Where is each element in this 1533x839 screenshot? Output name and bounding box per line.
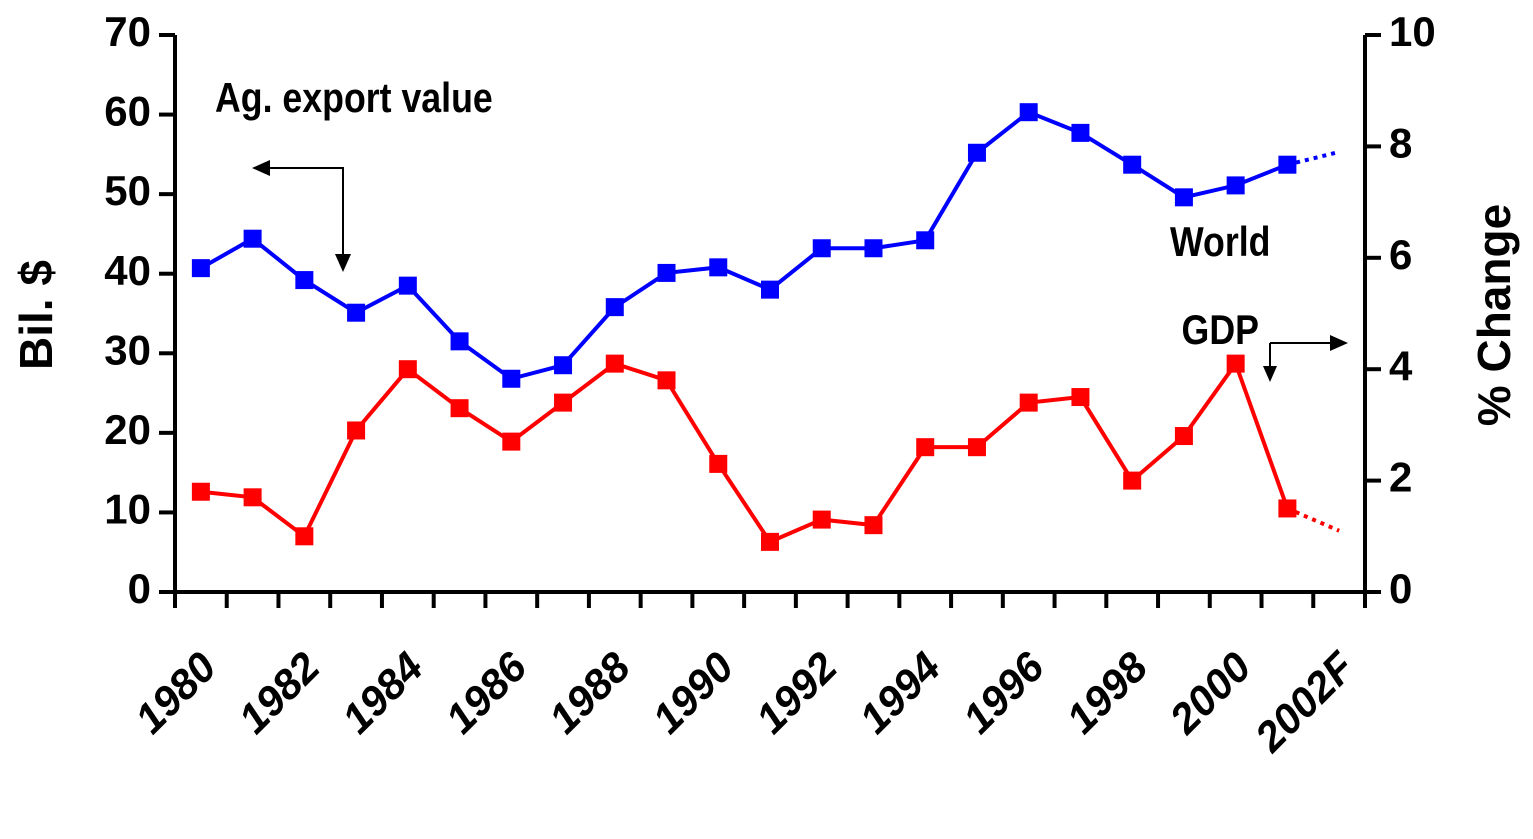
marker	[967, 438, 986, 457]
marker	[605, 298, 624, 317]
y-tick-label: 0	[128, 565, 151, 612]
y-tick-label: 30	[104, 326, 151, 373]
marker	[191, 259, 210, 278]
marker	[1019, 103, 1038, 122]
marker	[398, 276, 417, 295]
x-tick-label: 1994	[850, 643, 949, 742]
x-tick-label: 1996	[954, 643, 1054, 743]
x-tick-label: 2002F	[1245, 642, 1364, 761]
marker	[709, 454, 728, 473]
y-axis-title: Bil. $	[10, 260, 62, 370]
marker	[761, 532, 779, 551]
marker	[916, 231, 935, 250]
marker	[1226, 176, 1245, 195]
marker	[864, 239, 883, 258]
y-tick-label: 50	[104, 167, 151, 214]
marker	[243, 229, 262, 248]
y-tick-label: 70	[104, 8, 151, 55]
marker	[1019, 393, 1038, 412]
marker	[347, 303, 366, 322]
x-tick-label: 1990	[643, 643, 742, 742]
series-annotation: World GDP	[1170, 218, 1271, 353]
x-tick-label: 1998	[1057, 643, 1157, 743]
y-tick-label: 40	[104, 247, 151, 294]
y-tick-label: 10	[104, 486, 151, 533]
y-tick-label: 20	[104, 406, 151, 453]
marker	[450, 332, 469, 351]
marker	[967, 143, 986, 162]
y2-tick-label: 8	[1389, 119, 1412, 166]
arrow-head	[252, 160, 1348, 382]
x-tick-label: 1982	[229, 643, 328, 742]
marker	[709, 258, 728, 277]
series-annotation: Ag. export value	[215, 74, 493, 121]
marker	[1174, 188, 1193, 207]
annotation-arrow	[268, 167, 1332, 368]
marker	[605, 354, 624, 373]
y2-tick-label: 10	[1389, 8, 1436, 55]
marker	[812, 239, 831, 258]
marker	[502, 432, 521, 451]
marker	[1123, 155, 1142, 174]
marker	[1226, 354, 1245, 373]
marker	[1278, 499, 1297, 518]
marker	[554, 356, 573, 375]
x-tick-label: 1986	[436, 643, 536, 743]
marker	[554, 393, 573, 412]
marker	[657, 371, 676, 390]
marker	[1278, 155, 1297, 174]
marker	[295, 271, 314, 290]
marker	[243, 488, 262, 507]
marker	[450, 399, 469, 418]
marker	[1071, 388, 1090, 407]
marker	[502, 369, 521, 388]
y2-axis-title: % Change	[1468, 204, 1520, 426]
x-tick-label: 1992	[747, 643, 846, 742]
marker	[295, 527, 314, 546]
marker	[191, 482, 210, 501]
marker	[812, 510, 831, 529]
marker	[761, 280, 779, 299]
marker	[864, 516, 883, 535]
y-tick-label: 60	[104, 88, 151, 135]
x-tick-label: 1988	[540, 643, 640, 743]
marker	[398, 360, 417, 379]
marker	[916, 438, 935, 457]
series-line	[199, 109, 1289, 381]
marker	[1071, 123, 1090, 142]
y2-tick-label: 2	[1389, 454, 1412, 501]
x-tick-label: 1980	[126, 643, 225, 742]
marker	[657, 263, 676, 282]
series-line	[200, 359, 1290, 545]
marker	[347, 421, 366, 440]
marker	[1174, 427, 1193, 446]
marker	[1123, 471, 1142, 490]
y2-tick-label: 4	[1389, 342, 1413, 389]
x-tick-label: 2000	[1160, 643, 1260, 743]
y2-tick-label: 0	[1389, 565, 1412, 612]
x-tick-label: 1984	[333, 643, 432, 742]
y2-tick-label: 6	[1389, 231, 1412, 278]
